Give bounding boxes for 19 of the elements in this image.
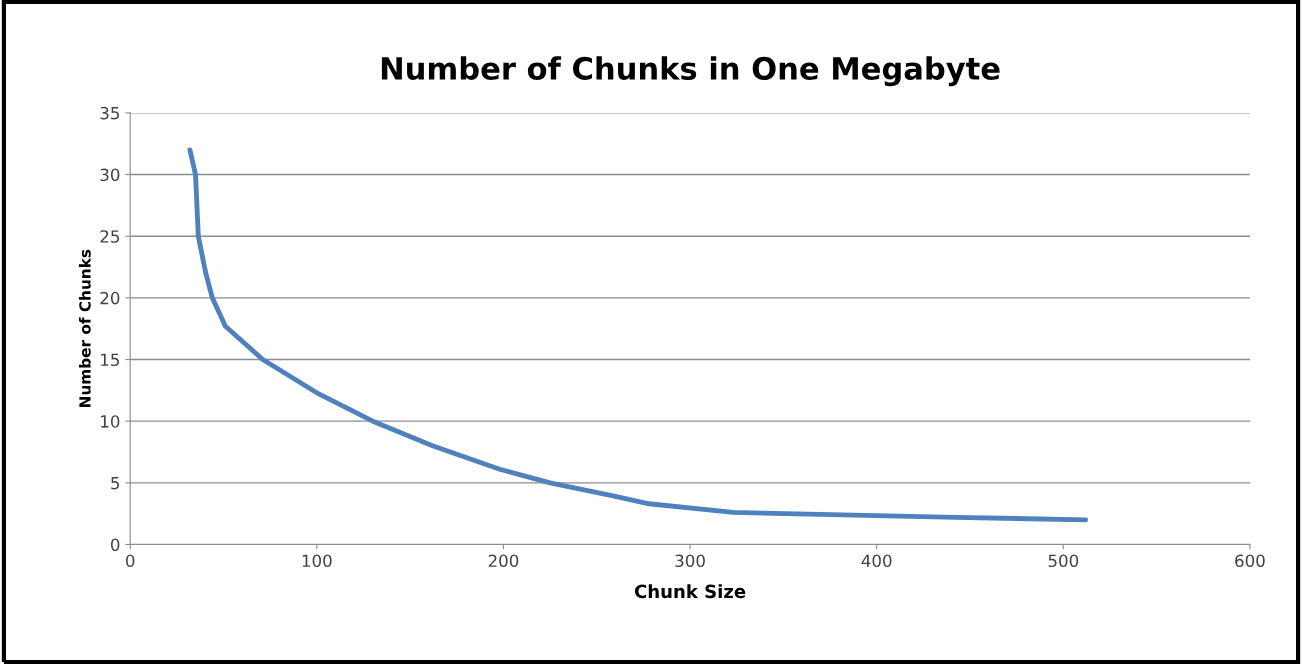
x-tick-label: 500	[1048, 554, 1079, 568]
y-tick-label: 25	[100, 230, 120, 243]
y-axis-title: Number of Chunks	[78, 249, 91, 407]
y-tick-label: 35	[100, 106, 120, 120]
y-tick-label: 20	[100, 291, 120, 305]
x-tick-label: 200	[488, 554, 519, 568]
x-tick-label: 400	[861, 554, 892, 568]
x-tick-label: 600	[1235, 554, 1265, 568]
y-tick-label: 15	[101, 353, 120, 367]
y-tick-label: 0	[110, 538, 120, 552]
chart-title: Number of Chunks in One Megabyte	[381, 56, 1000, 87]
y-tick-label: 5	[111, 477, 120, 490]
line-series	[187, 147, 1089, 523]
x-tick-label: 0	[126, 554, 135, 568]
y-tick-label: 10	[101, 415, 120, 428]
x-axis-title: Chunk Size	[634, 584, 746, 599]
x-tick-label: 100	[302, 554, 332, 568]
x-tick-label: 300	[675, 554, 705, 568]
y-tick-label: 30	[100, 168, 120, 182]
